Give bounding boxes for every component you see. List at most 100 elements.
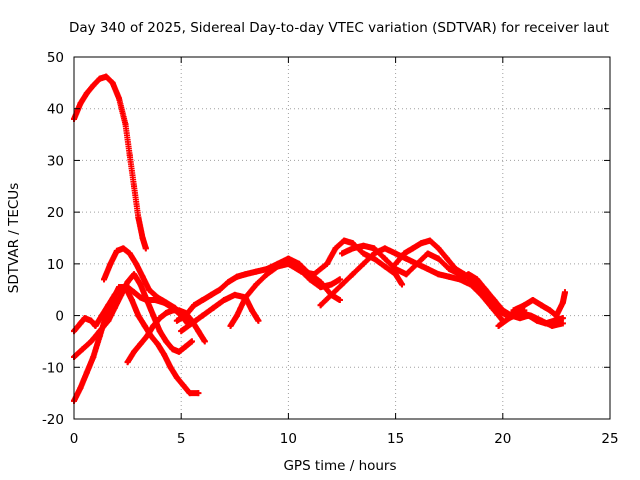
data-point — [499, 307, 506, 314]
series-sat-p — [495, 309, 566, 329]
series-sat-i — [227, 260, 343, 329]
x-tick-label: 15 — [387, 431, 404, 447]
data-point — [103, 312, 110, 319]
data-point — [150, 312, 157, 319]
data-point — [435, 271, 442, 278]
data-point — [77, 320, 84, 327]
data-point — [120, 245, 127, 252]
x-tick-label: 5 — [177, 431, 186, 447]
data-point — [242, 294, 249, 301]
data-point — [253, 268, 260, 275]
series-sat-d — [71, 271, 195, 360]
data-point — [227, 322, 234, 329]
data-point — [124, 278, 131, 285]
data-point — [137, 341, 144, 348]
data-point — [139, 235, 146, 241]
data-point — [133, 260, 140, 267]
data-point — [191, 302, 198, 309]
data-point — [495, 322, 502, 329]
series-sat-l — [339, 242, 463, 278]
data-point — [161, 351, 168, 358]
data-point — [128, 297, 135, 304]
data-point — [161, 299, 168, 306]
data-point — [403, 271, 410, 278]
data-point — [527, 312, 534, 319]
data-point — [311, 271, 318, 278]
data-point — [332, 245, 339, 252]
data-point — [101, 276, 108, 283]
data-point — [116, 95, 123, 102]
data-point — [169, 346, 176, 353]
data-point — [381, 245, 388, 252]
data-point — [426, 237, 433, 244]
data-point — [135, 312, 142, 319]
data-point — [83, 369, 90, 376]
y-tick-label: 20 — [47, 205, 64, 221]
data-point — [482, 286, 489, 293]
data-point — [317, 302, 324, 309]
data-point — [173, 374, 180, 381]
data-point — [163, 309, 170, 316]
data-point — [92, 322, 99, 329]
data-point — [546, 307, 553, 314]
data-point — [248, 307, 255, 314]
data-point — [131, 271, 138, 278]
data-point — [231, 291, 238, 298]
data-point — [201, 338, 208, 345]
data-point — [399, 281, 406, 288]
data-point — [559, 299, 566, 306]
data-point — [559, 315, 566, 322]
data-point — [306, 276, 313, 283]
data-point — [371, 245, 378, 252]
y-tick-label: 40 — [47, 102, 64, 118]
data-point — [90, 353, 97, 360]
data-point — [233, 273, 240, 280]
data-point — [538, 302, 545, 309]
data-point — [456, 276, 463, 283]
data-point — [225, 278, 232, 285]
data-point — [141, 322, 148, 329]
data-point — [516, 309, 523, 316]
data-point — [392, 266, 399, 273]
data-point — [137, 281, 144, 288]
data-point — [96, 75, 103, 82]
series-sat-o — [510, 289, 568, 319]
data-point — [424, 250, 431, 257]
data-point — [336, 276, 343, 283]
data-point — [401, 250, 408, 257]
data-point — [135, 214, 142, 221]
data-point — [349, 245, 356, 252]
data-point — [491, 297, 498, 304]
data-point — [414, 260, 421, 267]
data-point — [176, 348, 183, 355]
data-point — [538, 317, 545, 324]
data-point — [474, 276, 481, 283]
data-point — [137, 294, 144, 301]
data-point — [221, 297, 228, 304]
data-point — [435, 245, 442, 252]
data-point — [188, 338, 195, 345]
data-point — [146, 286, 153, 293]
data-point — [444, 255, 451, 262]
y-tick-label: -20 — [42, 412, 64, 428]
data-point — [169, 307, 176, 314]
data-point — [446, 266, 453, 273]
data-point — [111, 304, 118, 311]
data-point — [510, 307, 517, 314]
data-point — [156, 328, 163, 335]
data-point — [199, 297, 206, 304]
data-point — [435, 255, 442, 262]
data-point — [529, 297, 536, 304]
series-sat-g — [173, 255, 343, 324]
data-point — [506, 315, 513, 322]
data-point — [103, 73, 110, 80]
chart-title: Day 340 of 2025, Sidereal Day-to-day VTE… — [69, 20, 609, 36]
data-point — [285, 255, 292, 262]
data-point — [360, 260, 367, 267]
data-markers — [71, 271, 195, 360]
data-point — [142, 245, 149, 252]
data-point — [465, 271, 472, 278]
data-point — [561, 289, 568, 296]
y-tick-label: 50 — [47, 50, 64, 66]
